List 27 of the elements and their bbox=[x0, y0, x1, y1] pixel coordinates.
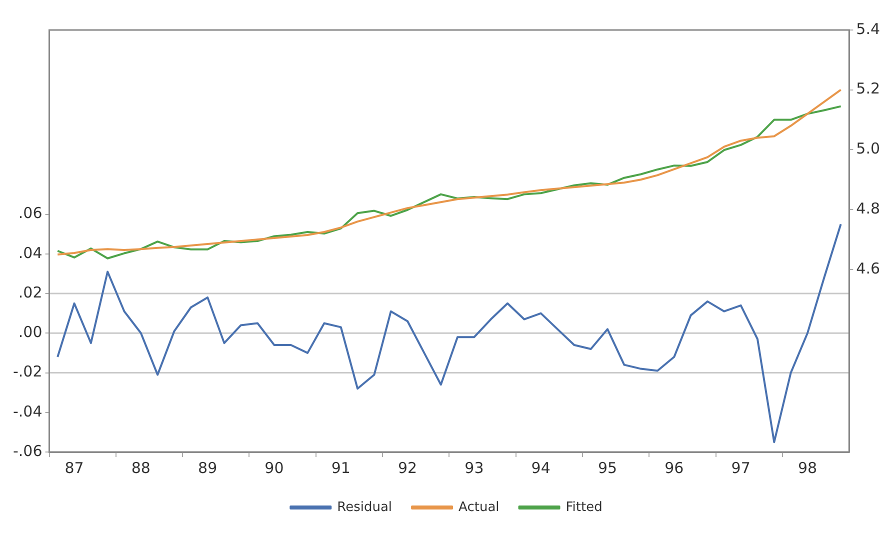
legend-label: Residual bbox=[337, 500, 392, 515]
legend-label: Fitted bbox=[566, 500, 602, 515]
x-tick-label: 92 bbox=[398, 458, 418, 477]
x-tick-label: 97 bbox=[731, 458, 750, 477]
y-tick-label: .06 bbox=[18, 204, 42, 222]
x-tick-label: 90 bbox=[264, 458, 284, 477]
y-tick-label: -.02 bbox=[12, 362, 42, 381]
y-tick-label: .04 bbox=[18, 244, 42, 262]
y-tick-label: -.06 bbox=[12, 442, 42, 460]
x-tick-label: 88 bbox=[131, 458, 150, 477]
x-tick-label: 93 bbox=[464, 458, 484, 477]
x-tick-label: 98 bbox=[798, 458, 818, 477]
legend-label: Actual bbox=[458, 500, 500, 515]
x-tick-label: 96 bbox=[664, 458, 684, 477]
y2-tick-label: 4.8 bbox=[856, 199, 880, 218]
x-tick-label: 94 bbox=[531, 458, 550, 477]
x-tick-label: 91 bbox=[331, 458, 350, 477]
y-tick-label: -.04 bbox=[12, 402, 42, 420]
y2-tick-label: 5.2 bbox=[856, 80, 880, 98]
y2-tick-label: 4.6 bbox=[856, 259, 880, 278]
x-tick-label: 95 bbox=[598, 458, 618, 477]
x-tick-label: 87 bbox=[64, 458, 84, 477]
y2-tick-label: 5.4 bbox=[856, 20, 880, 38]
x-tick-label: 89 bbox=[198, 458, 218, 477]
y-tick-label: .02 bbox=[18, 283, 42, 302]
y-tick-label: .00 bbox=[18, 323, 42, 342]
y2-tick-label: 5.0 bbox=[856, 140, 880, 158]
